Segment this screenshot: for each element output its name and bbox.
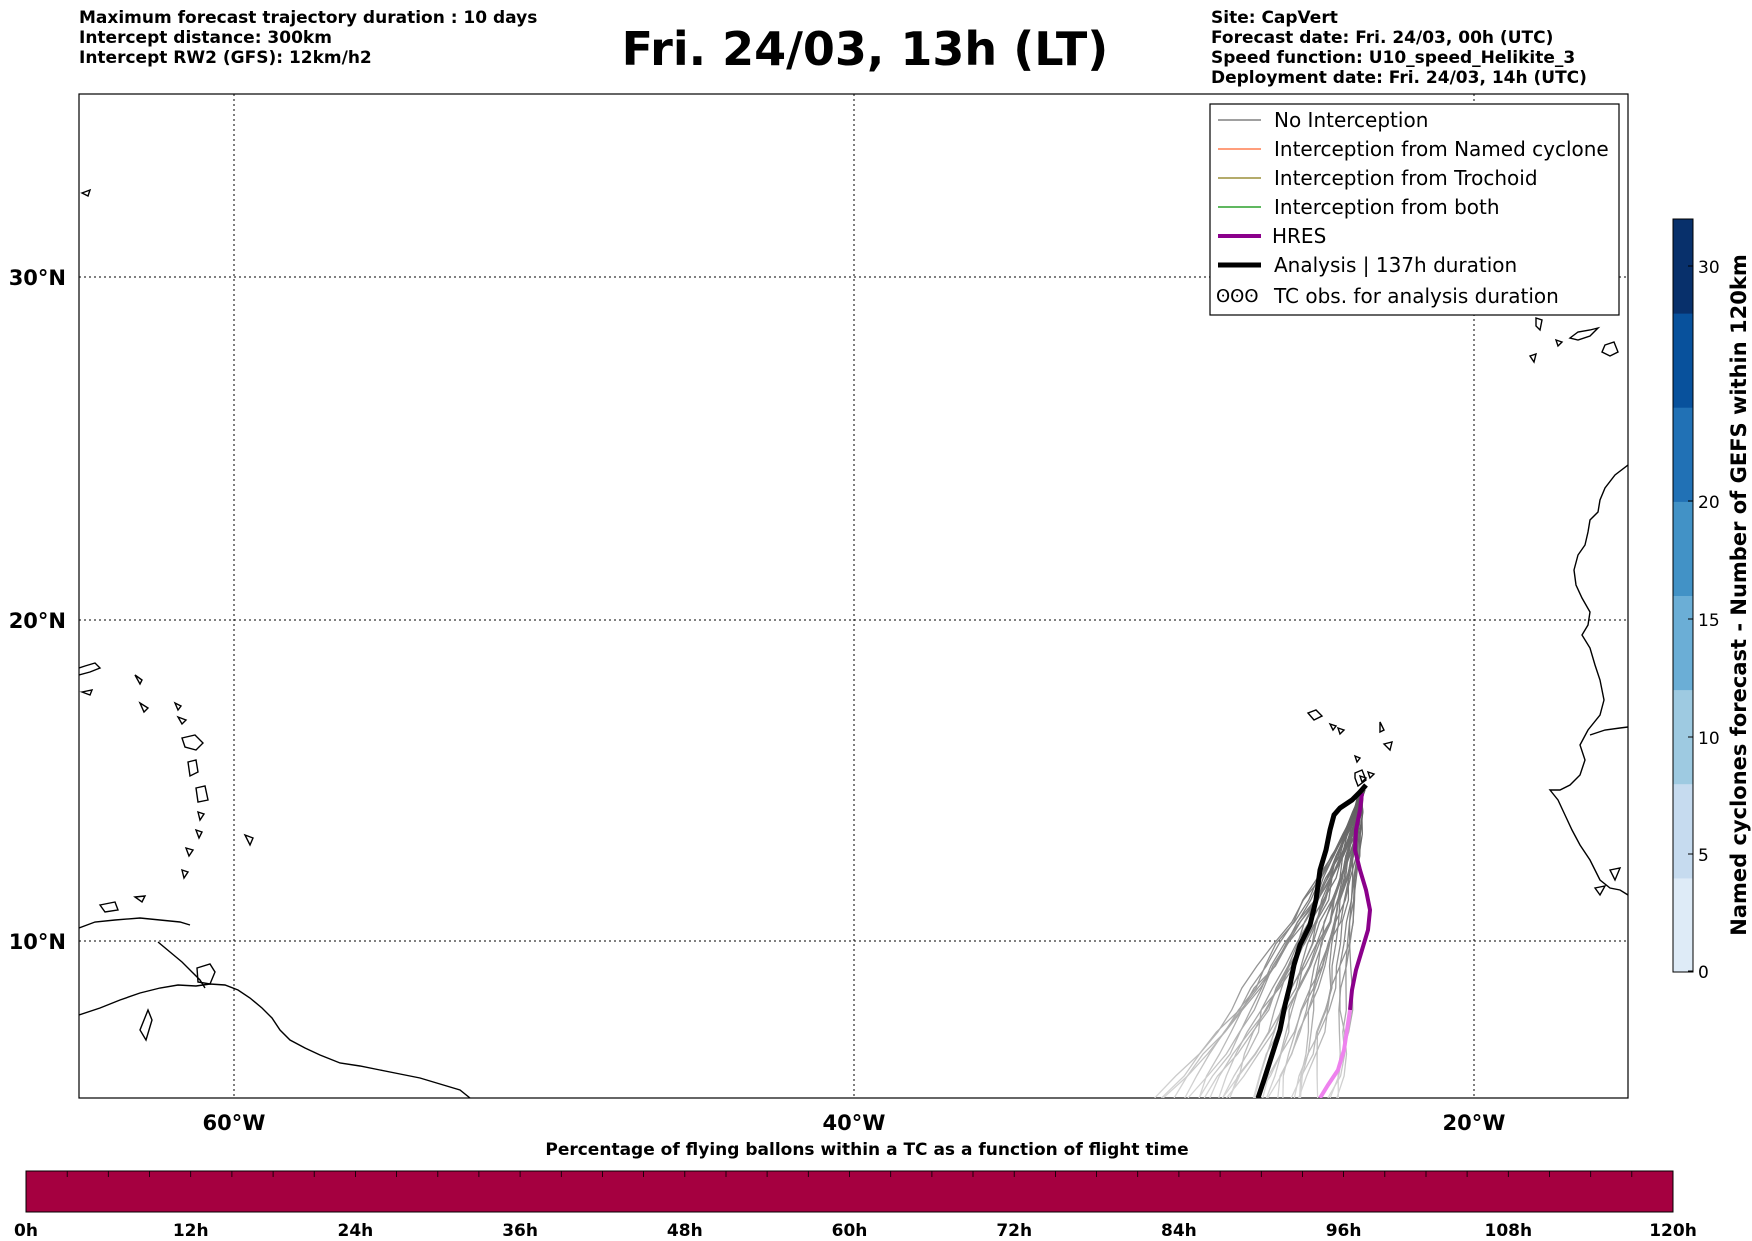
forecast-date-text: Forecast date: Fri. 24/03, 00h (UTC) [1211, 28, 1554, 48]
page-title: Fri. 24/03, 13h (LT) [621, 22, 1109, 76]
ensemble-trajectory-line [1252, 789, 1363, 1098]
cbar-tick-5: 5 [1698, 846, 1709, 866]
colorbar-segment [1673, 783, 1693, 879]
svg-text:Interception from both: Interception from both [1274, 195, 1500, 219]
svg-text:HRES: HRES [1272, 224, 1326, 248]
bottom-colorbar-tick-label: 24h [338, 1221, 374, 1241]
intercept-distance-text: Intercept distance: 300km [79, 28, 332, 48]
legend-item-hres: HRES [1218, 224, 1326, 248]
analysis-trajectory [1255, 783, 1368, 1098]
legend-item-analysis: Analysis | 137h duration [1218, 253, 1517, 277]
max-duration-text: Maximum forecast trajectory duration : 1… [79, 8, 538, 28]
site-text: Site: CapVert [1211, 8, 1338, 28]
bottom-colorbar-tick-label: 84h [1161, 1221, 1197, 1241]
ensemble-trajectory-line [1277, 789, 1361, 1098]
legend-item-trochoid: Interception from Trochoid [1218, 166, 1538, 190]
lon-label-20w: 20°W [1443, 1111, 1506, 1135]
ensemble-trajectory-line [1225, 789, 1362, 1098]
svg-text:Interception from Named cyclon: Interception from Named cyclone [1274, 137, 1609, 161]
tc-obs-symbol-icon: ʘʘʘ [1216, 286, 1259, 307]
svg-text:Analysis | 137h duration: Analysis | 137h duration [1274, 253, 1517, 277]
colorbar-right-label: Named cyclones forecast - Number of GEFS… [1727, 254, 1751, 935]
legend-item-named-cyclone: Interception from Named cyclone [1218, 137, 1609, 161]
colorbar-flight-time: Percentage of flying ballons within a TC… [14, 1140, 1697, 1241]
lat-label-10n: 10°N [9, 930, 66, 954]
ensemble-trajectory-line [1154, 789, 1366, 1098]
bottom-colorbar-tick-label: 12h [173, 1221, 209, 1241]
bottom-colorbar-tick-label: 72h [996, 1221, 1032, 1241]
hres-trajectory [1318, 792, 1373, 1098]
cbar-tick-30: 30 [1698, 258, 1720, 278]
bottom-colorbar-fill [25, 1170, 1674, 1213]
bottom-colorbar-tick-label: 96h [1326, 1221, 1362, 1241]
svg-text:No Interception: No Interception [1274, 108, 1428, 132]
coastlines [79, 188, 1628, 1098]
bottom-colorbar-tick-label: 60h [832, 1221, 868, 1241]
svg-text:Interception from Trochoid: Interception from Trochoid [1274, 166, 1538, 190]
bottom-colorbar-title: Percentage of flying ballons within a TC… [545, 1140, 1188, 1160]
colorbar-segment [1673, 501, 1693, 596]
svg-text:TC obs. for analysis duration: TC obs. for analysis duration [1273, 284, 1559, 308]
colorbar-segment [1673, 877, 1693, 973]
deployment-date-text: Deployment date: Fri. 24/03, 14h (UTC) [1211, 68, 1587, 88]
lat-label-30n: 30°N [9, 266, 66, 290]
colorbar-segment [1673, 595, 1693, 691]
bottom-colorbar-tick-label: 48h [667, 1221, 703, 1241]
bottom-colorbar-tick-label: 120h [1649, 1221, 1697, 1241]
legend-item-no-interception: No Interception [1218, 108, 1428, 132]
header-left-info: Maximum forecast trajectory duration : 1… [79, 8, 537, 68]
bottom-colorbar-tick-label: 0h [14, 1221, 38, 1241]
header-right-info: Site: CapVert Forecast date: Fri. 24/03,… [1211, 8, 1587, 88]
cbar-tick-0: 0 [1698, 963, 1709, 983]
lon-label-60w: 60°W [203, 1111, 266, 1135]
cbar-tick-15: 15 [1698, 611, 1720, 631]
colorbar-segment [1673, 689, 1693, 785]
lat-label-20n: 20°N [9, 609, 66, 633]
intercept-rw2-text: Intercept RW2 (GFS): 12km/h2 [79, 48, 372, 68]
cbar-tick-10: 10 [1698, 729, 1720, 749]
legend-item-tc-obs: ʘʘʘ TC obs. for analysis duration [1216, 284, 1559, 308]
cbar-tick-20: 20 [1698, 493, 1720, 513]
legend-item-both: Interception from both [1218, 195, 1500, 219]
legend: No Interception Interception from Named … [1209, 103, 1620, 316]
bottom-colorbar-tick-label: 108h [1485, 1221, 1533, 1241]
bottom-colorbar-tick-label: 36h [502, 1221, 538, 1241]
colorbar-named-cyclones: 0 5 10 15 20 30 Named cyclones forecast … [1672, 218, 1751, 983]
lon-label-40w: 40°W [823, 1111, 886, 1135]
colorbar-segment [1673, 219, 1693, 314]
colorbar-segment [1673, 313, 1693, 408]
speed-function-text: Speed function: U10_speed_Helikite_3 [1211, 48, 1576, 68]
colorbar-segment [1673, 407, 1693, 502]
